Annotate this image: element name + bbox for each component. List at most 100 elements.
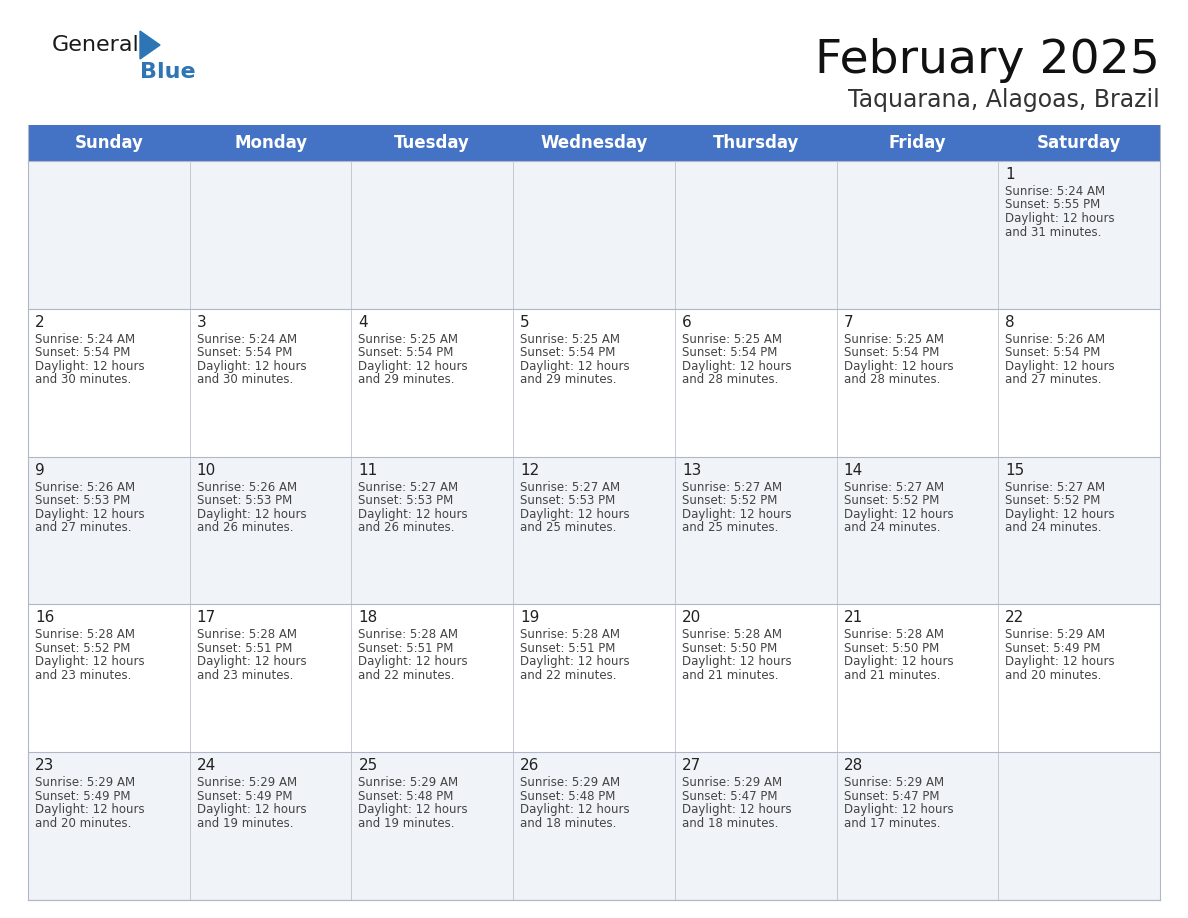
- Text: Sunset: 5:53 PM: Sunset: 5:53 PM: [197, 494, 292, 507]
- Text: Sunrise: 5:25 AM: Sunrise: 5:25 AM: [359, 333, 459, 346]
- Text: Sunrise: 5:27 AM: Sunrise: 5:27 AM: [843, 481, 943, 494]
- Text: Sunset: 5:51 PM: Sunset: 5:51 PM: [197, 642, 292, 655]
- Text: 8: 8: [1005, 315, 1015, 330]
- Text: Sunset: 5:49 PM: Sunset: 5:49 PM: [197, 789, 292, 802]
- Text: Daylight: 12 hours: Daylight: 12 hours: [1005, 212, 1114, 225]
- Text: and 18 minutes.: and 18 minutes.: [682, 817, 778, 830]
- Text: 23: 23: [34, 758, 55, 773]
- Text: and 18 minutes.: and 18 minutes.: [520, 817, 617, 830]
- Text: Sunset: 5:54 PM: Sunset: 5:54 PM: [1005, 346, 1100, 359]
- Text: Sunrise: 5:28 AM: Sunrise: 5:28 AM: [682, 629, 782, 642]
- Text: and 24 minutes.: and 24 minutes.: [1005, 521, 1101, 534]
- Text: Sunrise: 5:27 AM: Sunrise: 5:27 AM: [682, 481, 782, 494]
- Text: Sunset: 5:50 PM: Sunset: 5:50 PM: [682, 642, 777, 655]
- Text: and 25 minutes.: and 25 minutes.: [682, 521, 778, 534]
- Text: Blue: Blue: [140, 62, 196, 82]
- Text: and 28 minutes.: and 28 minutes.: [682, 374, 778, 386]
- Text: and 19 minutes.: and 19 minutes.: [197, 817, 293, 830]
- Text: and 23 minutes.: and 23 minutes.: [197, 669, 293, 682]
- Text: Daylight: 12 hours: Daylight: 12 hours: [1005, 655, 1114, 668]
- Text: Daylight: 12 hours: Daylight: 12 hours: [843, 360, 953, 373]
- Text: Sunrise: 5:29 AM: Sunrise: 5:29 AM: [359, 777, 459, 789]
- Text: Monday: Monday: [234, 134, 308, 152]
- Text: Sunset: 5:53 PM: Sunset: 5:53 PM: [34, 494, 131, 507]
- Text: Sunrise: 5:28 AM: Sunrise: 5:28 AM: [34, 629, 135, 642]
- Text: Daylight: 12 hours: Daylight: 12 hours: [520, 803, 630, 816]
- Text: 14: 14: [843, 463, 862, 477]
- Text: Sunset: 5:55 PM: Sunset: 5:55 PM: [1005, 198, 1100, 211]
- Text: Sunset: 5:54 PM: Sunset: 5:54 PM: [34, 346, 131, 359]
- Text: Sunrise: 5:29 AM: Sunrise: 5:29 AM: [197, 777, 297, 789]
- Text: Daylight: 12 hours: Daylight: 12 hours: [197, 360, 307, 373]
- Text: 18: 18: [359, 610, 378, 625]
- Text: Sunrise: 5:24 AM: Sunrise: 5:24 AM: [197, 333, 297, 346]
- Text: 11: 11: [359, 463, 378, 477]
- Text: 15: 15: [1005, 463, 1024, 477]
- Text: and 19 minutes.: and 19 minutes.: [359, 817, 455, 830]
- Text: Daylight: 12 hours: Daylight: 12 hours: [359, 508, 468, 521]
- Text: and 17 minutes.: and 17 minutes.: [843, 817, 940, 830]
- Text: Sunset: 5:50 PM: Sunset: 5:50 PM: [843, 642, 939, 655]
- Text: Sunset: 5:51 PM: Sunset: 5:51 PM: [359, 642, 454, 655]
- Text: Sunset: 5:48 PM: Sunset: 5:48 PM: [359, 789, 454, 802]
- Bar: [29, 161, 1159, 308]
- Text: and 20 minutes.: and 20 minutes.: [1005, 669, 1101, 682]
- Text: and 20 minutes.: and 20 minutes.: [34, 817, 132, 830]
- Text: Daylight: 12 hours: Daylight: 12 hours: [520, 655, 630, 668]
- Text: Sunset: 5:49 PM: Sunset: 5:49 PM: [34, 789, 131, 802]
- Text: 6: 6: [682, 315, 691, 330]
- Text: and 30 minutes.: and 30 minutes.: [197, 374, 293, 386]
- Text: and 31 minutes.: and 31 minutes.: [1005, 226, 1101, 239]
- Text: Daylight: 12 hours: Daylight: 12 hours: [34, 508, 145, 521]
- Text: and 25 minutes.: and 25 minutes.: [520, 521, 617, 534]
- Text: and 26 minutes.: and 26 minutes.: [197, 521, 293, 534]
- Text: 7: 7: [843, 315, 853, 330]
- Text: 5: 5: [520, 315, 530, 330]
- Text: Daylight: 12 hours: Daylight: 12 hours: [682, 508, 791, 521]
- Text: 21: 21: [843, 610, 862, 625]
- Bar: [29, 604, 1159, 752]
- Text: Daylight: 12 hours: Daylight: 12 hours: [359, 803, 468, 816]
- Text: Daylight: 12 hours: Daylight: 12 hours: [197, 803, 307, 816]
- Text: Sunday: Sunday: [75, 134, 144, 152]
- Text: and 21 minutes.: and 21 minutes.: [682, 669, 778, 682]
- Text: 4: 4: [359, 315, 368, 330]
- Text: Sunrise: 5:27 AM: Sunrise: 5:27 AM: [520, 481, 620, 494]
- Text: Sunset: 5:54 PM: Sunset: 5:54 PM: [843, 346, 939, 359]
- Text: Daylight: 12 hours: Daylight: 12 hours: [843, 655, 953, 668]
- Text: Sunrise: 5:29 AM: Sunrise: 5:29 AM: [1005, 629, 1105, 642]
- Text: General: General: [52, 35, 140, 55]
- Text: and 22 minutes.: and 22 minutes.: [359, 669, 455, 682]
- Text: 17: 17: [197, 610, 216, 625]
- Text: 12: 12: [520, 463, 539, 477]
- Text: Daylight: 12 hours: Daylight: 12 hours: [34, 360, 145, 373]
- Text: 20: 20: [682, 610, 701, 625]
- Text: and 27 minutes.: and 27 minutes.: [1005, 374, 1101, 386]
- Text: Sunrise: 5:24 AM: Sunrise: 5:24 AM: [1005, 185, 1105, 198]
- Text: 26: 26: [520, 758, 539, 773]
- Text: Sunset: 5:47 PM: Sunset: 5:47 PM: [682, 789, 777, 802]
- Text: and 21 minutes.: and 21 minutes.: [843, 669, 940, 682]
- Text: Tuesday: Tuesday: [394, 134, 470, 152]
- Text: and 29 minutes.: and 29 minutes.: [359, 374, 455, 386]
- Text: Sunrise: 5:28 AM: Sunrise: 5:28 AM: [843, 629, 943, 642]
- Text: Taquarana, Alagoas, Brazil: Taquarana, Alagoas, Brazil: [848, 88, 1159, 112]
- Text: Sunrise: 5:25 AM: Sunrise: 5:25 AM: [520, 333, 620, 346]
- Text: Sunset: 5:47 PM: Sunset: 5:47 PM: [843, 789, 939, 802]
- Text: and 28 minutes.: and 28 minutes.: [843, 374, 940, 386]
- Text: and 24 minutes.: and 24 minutes.: [843, 521, 940, 534]
- Text: Wednesday: Wednesday: [541, 134, 647, 152]
- Text: Daylight: 12 hours: Daylight: 12 hours: [843, 508, 953, 521]
- Text: Daylight: 12 hours: Daylight: 12 hours: [682, 803, 791, 816]
- Text: 22: 22: [1005, 610, 1024, 625]
- Text: and 26 minutes.: and 26 minutes.: [359, 521, 455, 534]
- Text: Daylight: 12 hours: Daylight: 12 hours: [34, 655, 145, 668]
- Text: 27: 27: [682, 758, 701, 773]
- Text: Sunset: 5:52 PM: Sunset: 5:52 PM: [1005, 494, 1100, 507]
- Text: 28: 28: [843, 758, 862, 773]
- Text: Friday: Friday: [889, 134, 946, 152]
- Text: Daylight: 12 hours: Daylight: 12 hours: [359, 360, 468, 373]
- Text: Sunset: 5:54 PM: Sunset: 5:54 PM: [682, 346, 777, 359]
- Text: Sunset: 5:51 PM: Sunset: 5:51 PM: [520, 642, 615, 655]
- Text: Daylight: 12 hours: Daylight: 12 hours: [843, 803, 953, 816]
